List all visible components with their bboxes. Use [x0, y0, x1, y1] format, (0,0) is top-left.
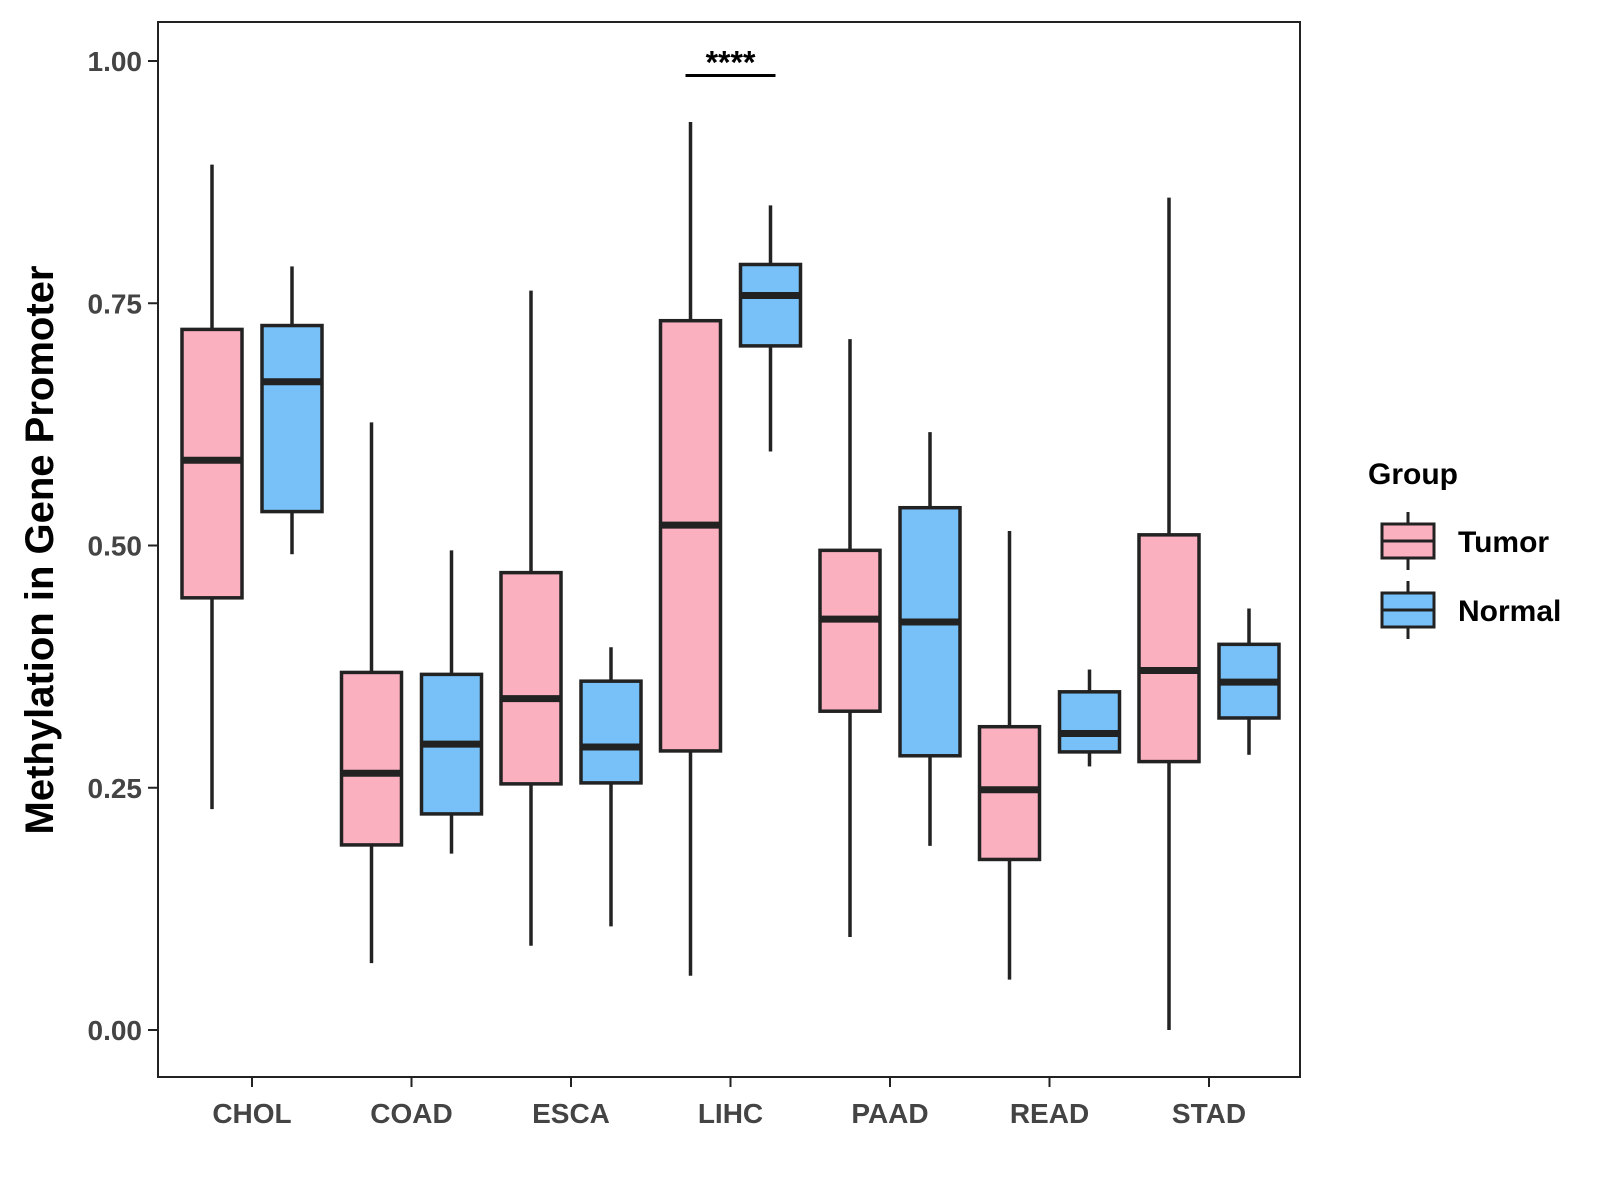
significance-label: ****: [706, 45, 756, 81]
legend-label: Tumor: [1458, 526, 1549, 559]
box-iqr: [658, 318, 723, 753]
box-normal-stad: [1217, 608, 1281, 755]
box-normal-chol: [260, 266, 324, 555]
box-normal-paad: [898, 432, 962, 846]
box-tumor-chol: [180, 164, 244, 810]
boxes-layer: [180, 122, 1281, 1030]
x-axis: CHOL COAD ESCA LIHC PAAD READ STAD: [212, 1077, 1246, 1129]
box-iqr: [339, 670, 404, 847]
y-tick-label: 0.25: [88, 773, 143, 804]
box-iqr: [1057, 690, 1122, 754]
x-tick-label: PAAD: [851, 1098, 928, 1129]
box-tumor-read: [977, 530, 1042, 980]
legend-item-tumor: Tumor: [1380, 512, 1549, 570]
x-tick-label: CHOL: [212, 1098, 291, 1129]
x-tick-label: COAD: [370, 1098, 452, 1129]
y-tick-label: 1.00: [88, 46, 143, 77]
box-normal-esca: [579, 647, 643, 927]
y-tick-label: 0.00: [88, 1015, 143, 1046]
legend-title: Group: [1368, 458, 1458, 491]
box-normal-coad: [419, 550, 484, 854]
legend-item-normal: Normal: [1380, 581, 1561, 639]
box-tumor-esca: [499, 290, 563, 946]
box-iqr: [499, 570, 563, 786]
box-tumor-lihc: [658, 122, 723, 976]
legend: Group Tumor Normal: [1368, 458, 1561, 639]
x-tick-label: ESCA: [532, 1098, 610, 1129]
box-tumor-paad: [818, 339, 882, 937]
legend-label: Normal: [1458, 595, 1561, 628]
y-tick-label: 0.75: [88, 288, 143, 319]
box-iqr: [738, 262, 803, 348]
box-iqr: [898, 505, 962, 758]
y-tick-label: 0.50: [88, 531, 143, 562]
box-iqr: [818, 548, 882, 713]
box-tumor-coad: [339, 422, 404, 964]
box-normal-read: [1057, 669, 1122, 767]
legend-items: Tumor Normal: [1380, 512, 1561, 639]
box-tumor-stad: [1137, 197, 1201, 1030]
box-iqr: [260, 323, 324, 514]
x-tick-label: STAD: [1172, 1098, 1246, 1129]
box-iqr: [579, 679, 643, 785]
plot-panel: [157, 21, 1301, 1078]
box-normal-lihc: [738, 205, 803, 452]
box-iqr: [1137, 533, 1201, 764]
x-tick-label: LIHC: [698, 1098, 763, 1129]
y-axis-title: Methylation in Gene Promoter: [18, 266, 62, 835]
annotation-layer: ****: [685, 45, 776, 81]
x-tick-label: READ: [1010, 1098, 1089, 1129]
y-axis: 0.00 0.25 0.50 0.75 1.00: [88, 46, 158, 1046]
